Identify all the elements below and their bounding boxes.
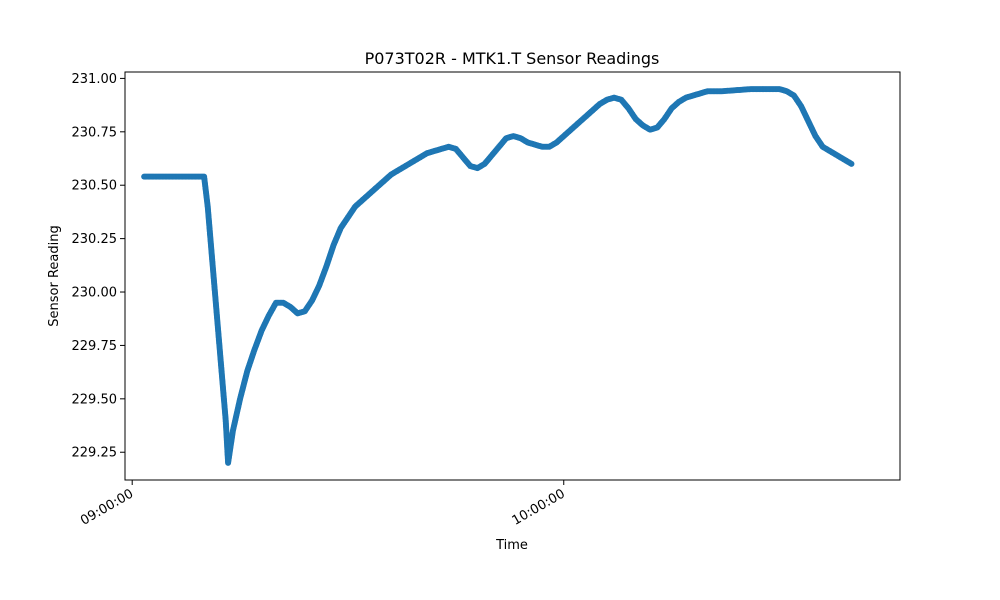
y-axis-ticks: 229.25 229.50 229.75 230.00 230.25 230.50 230.… (72, 72, 125, 461)
data-points (141, 86, 855, 466)
y-tick-label: 229.75 (72, 339, 118, 354)
y-axis-label: Sensor Reading (47, 225, 62, 326)
y-tick-label: 230.25 (72, 232, 118, 247)
x-axis-label: Time (495, 538, 528, 553)
axes-frame (124, 71, 901, 481)
y-tick-label: 230.00 (72, 286, 118, 301)
y-tick-label: 230.75 (72, 125, 118, 140)
data-point (848, 160, 855, 167)
plot-area (124, 71, 901, 481)
y-tick-label: 231.00 (72, 72, 118, 87)
y-tick-label: 229.50 (72, 392, 118, 407)
chart-title: P073T02R - MTK1.T Sensor Readings (365, 49, 660, 68)
y-tick-label: 229.25 (72, 446, 118, 461)
y-tick-label: 230.50 (72, 179, 118, 194)
